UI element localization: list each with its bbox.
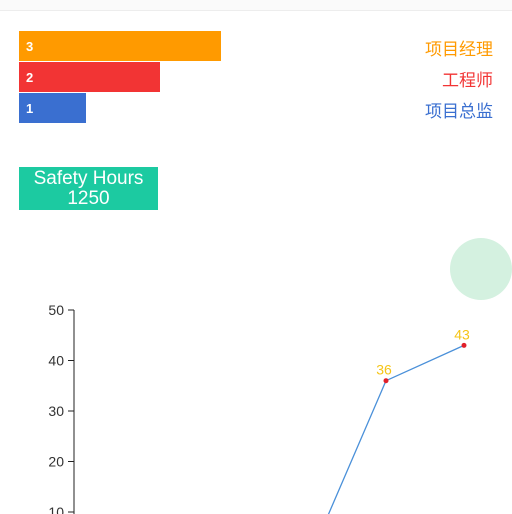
bar-project-manager: 3 (19, 31, 221, 61)
legend-project-manager: 项目经理 (425, 40, 493, 60)
legend-project-director: 项目总监 (425, 102, 493, 122)
y-tick-label: 40 (48, 353, 64, 369)
decorative-circle (450, 238, 512, 300)
data-point (383, 378, 389, 384)
bar-project-director: 1 (19, 93, 86, 123)
bar-engineer: 2 (19, 62, 160, 92)
y-tick-label: 50 (48, 302, 64, 318)
bar-value: 2 (26, 70, 34, 85)
bar-value: 1 (26, 101, 34, 116)
data-label: 43 (454, 326, 470, 342)
safety-hours-value: 1250 (67, 188, 110, 209)
top-divider (0, 0, 512, 11)
y-tick-label: 20 (48, 454, 64, 470)
y-tick-label: 10 (48, 504, 64, 514)
safety-hours-card: Safety Hours 1250 (19, 167, 158, 210)
line-chart: 50 40 30 20 10 36 43 (48, 302, 470, 514)
bar-value: 3 (26, 39, 34, 54)
legend-engineer: 工程师 (442, 71, 493, 91)
data-point (461, 342, 467, 348)
series-line (327, 344, 465, 514)
data-label: 36 (376, 362, 392, 378)
y-tick-label: 30 (48, 403, 64, 419)
safety-hours-label: Safety Hours (33, 168, 144, 189)
